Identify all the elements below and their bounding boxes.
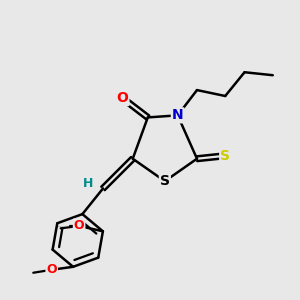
Text: N: N [172,108,184,122]
Text: methoxy: methoxy [56,225,62,226]
Text: O: O [117,91,128,105]
Text: O: O [74,220,84,232]
Text: S: S [160,174,170,188]
Text: S: S [220,149,230,163]
Text: O: O [46,263,57,276]
Text: H: H [82,178,93,190]
